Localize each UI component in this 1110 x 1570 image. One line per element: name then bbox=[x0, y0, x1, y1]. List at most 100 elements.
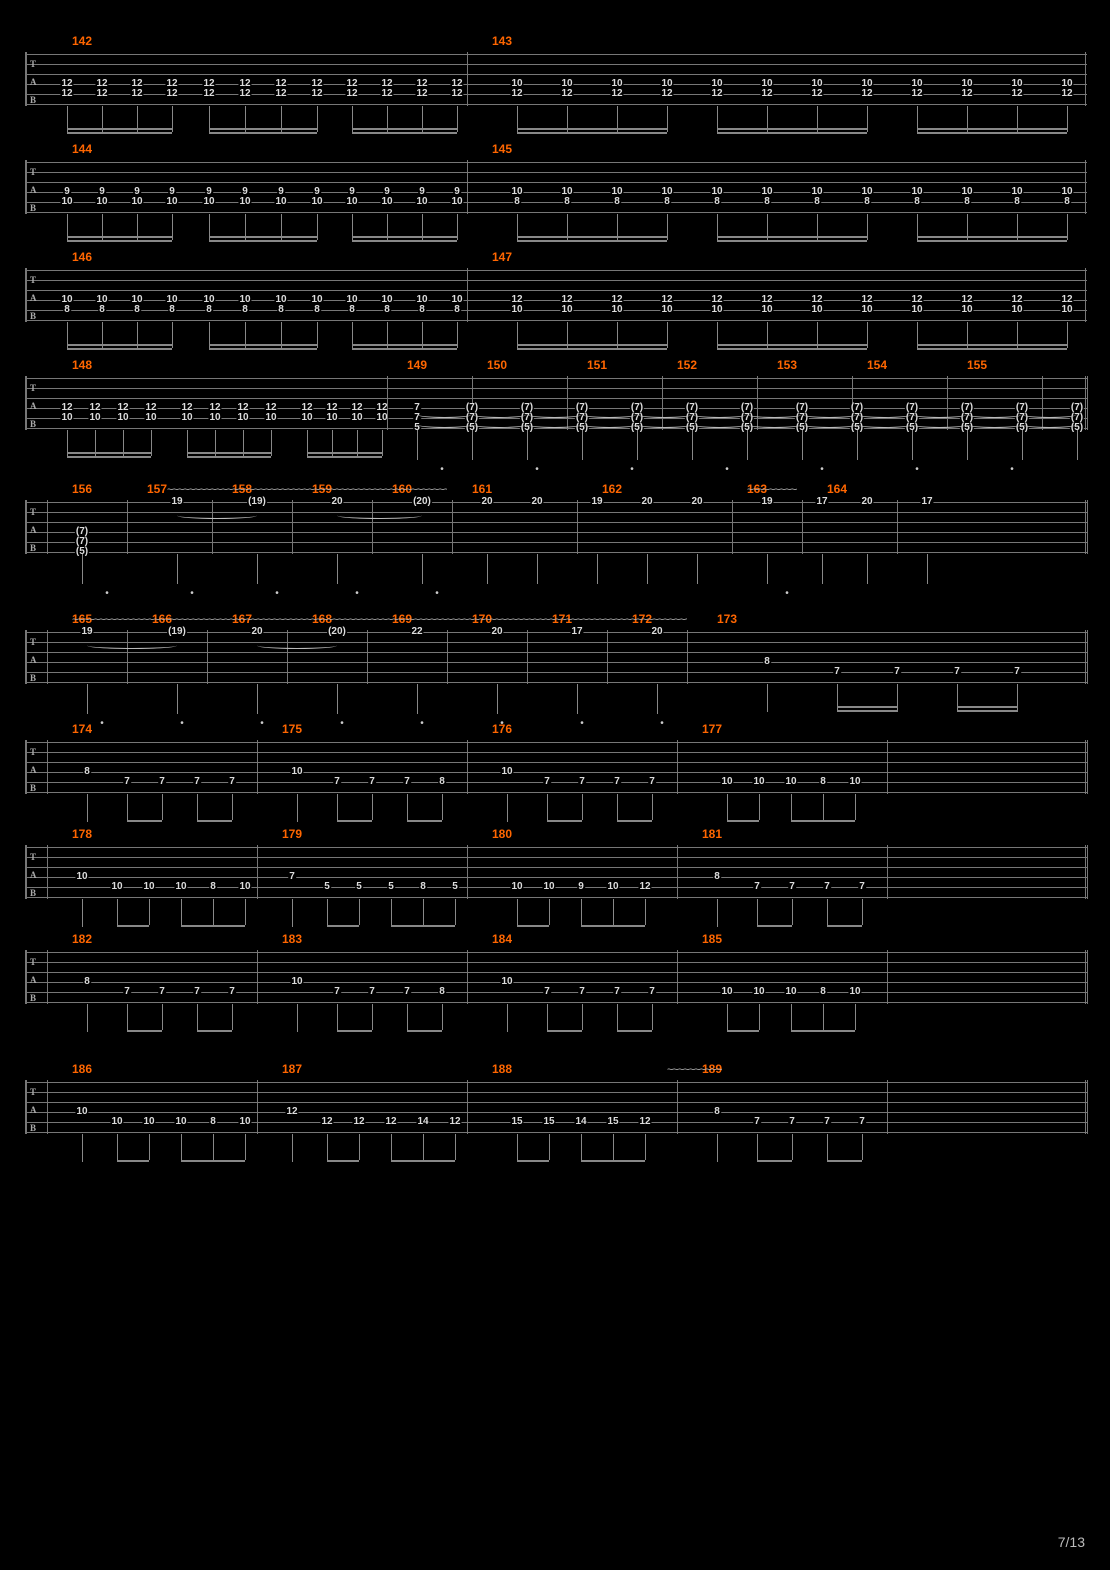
fret-number: 19 bbox=[80, 627, 93, 637]
fret-number: 5 bbox=[451, 882, 459, 892]
measure-number: 162 bbox=[602, 482, 622, 496]
fret-number: 20 bbox=[650, 627, 663, 637]
fret-number: 10 bbox=[1010, 305, 1023, 315]
measure-number: 152 bbox=[677, 358, 697, 372]
fret-number: 8 bbox=[133, 305, 141, 315]
fret-number: 12 bbox=[860, 89, 873, 99]
fret-number: 10 bbox=[202, 197, 215, 207]
fret-number: 7 bbox=[403, 777, 411, 787]
fret-number: 10 bbox=[325, 413, 338, 423]
fret-number: 8 bbox=[83, 767, 91, 777]
measure-number: 149 bbox=[407, 358, 427, 372]
measure-number: 174 bbox=[72, 722, 92, 736]
measure-number: 185 bbox=[702, 932, 722, 946]
fret-number: 19 bbox=[760, 497, 773, 507]
fret-number: 7 bbox=[123, 987, 131, 997]
fret-number: 12 bbox=[320, 1117, 333, 1127]
measure-number: 179 bbox=[282, 827, 302, 841]
fret-number: 10 bbox=[144, 413, 157, 423]
fret-number: 8 bbox=[1063, 197, 1071, 207]
fret-number: 20 bbox=[490, 627, 503, 637]
fret-number: 10 bbox=[660, 305, 673, 315]
fret-number: 8 bbox=[963, 197, 971, 207]
fret-number: 10 bbox=[784, 777, 797, 787]
fret-number: 10 bbox=[848, 987, 861, 997]
measure-number: 146 bbox=[72, 250, 92, 264]
fret-number: 10 bbox=[75, 872, 88, 882]
fret-number: 10 bbox=[142, 1117, 155, 1127]
fret-number: 7 bbox=[613, 987, 621, 997]
fret-number: 10 bbox=[910, 305, 923, 315]
fret-number: 7 bbox=[228, 987, 236, 997]
fret-number: 10 bbox=[238, 197, 251, 207]
fret-number: 10 bbox=[345, 197, 358, 207]
fret-number: 12 bbox=[560, 89, 573, 99]
fret-number: 10 bbox=[784, 987, 797, 997]
measure-number: 188 bbox=[492, 1062, 512, 1076]
measure-number: 180 bbox=[492, 827, 512, 841]
fret-number: 12 bbox=[910, 89, 923, 99]
fret-number: 7 bbox=[753, 882, 761, 892]
fret-number: 8 bbox=[277, 305, 285, 315]
fret-number: 7 bbox=[823, 882, 831, 892]
fret-number: 12 bbox=[960, 89, 973, 99]
fret-number: 8 bbox=[563, 197, 571, 207]
fret-number: 8 bbox=[1013, 197, 1021, 207]
fret-number: 7 bbox=[833, 667, 841, 677]
fret-number: 10 bbox=[752, 987, 765, 997]
fret-number: 7 bbox=[333, 777, 341, 787]
fret-number: 10 bbox=[130, 197, 143, 207]
fret-number: 22 bbox=[410, 627, 423, 637]
tab-staff: TAB16516616716816917017117217319(19)20(2… bbox=[25, 630, 1085, 684]
page-number: 7/13 bbox=[1058, 1534, 1085, 1550]
fret-number: 7 bbox=[953, 667, 961, 677]
fret-number: 8 bbox=[713, 872, 721, 882]
fret-number: 8 bbox=[663, 197, 671, 207]
fret-number: 8 bbox=[713, 1107, 721, 1117]
fret-number: 10 bbox=[415, 197, 428, 207]
measure-number: 144 bbox=[72, 142, 92, 156]
fret-number: 20 bbox=[250, 627, 263, 637]
tab-staff: TAB186187188189~~~~~~~~~~~~~~~~~~~~~~~~~… bbox=[25, 1080, 1085, 1134]
fret-number: 12 bbox=[610, 89, 623, 99]
fret-number: 10 bbox=[960, 305, 973, 315]
fret-number: 10 bbox=[60, 197, 73, 207]
measure-number: 173 bbox=[717, 612, 737, 626]
fret-number: 12 bbox=[165, 89, 178, 99]
fret-number: 12 bbox=[130, 89, 143, 99]
fret-number: 10 bbox=[720, 777, 733, 787]
fret-number: 8 bbox=[913, 197, 921, 207]
fret-number: 12 bbox=[810, 89, 823, 99]
fret-number: 10 bbox=[450, 197, 463, 207]
fret-number: 10 bbox=[236, 413, 249, 423]
fret-number: 10 bbox=[290, 767, 303, 777]
fret-number: 10 bbox=[142, 882, 155, 892]
fret-number: 12 bbox=[415, 89, 428, 99]
fret-number: 8 bbox=[63, 305, 71, 315]
measure-number: 187 bbox=[282, 1062, 302, 1076]
fret-number: 17 bbox=[570, 627, 583, 637]
fret-number: 8 bbox=[513, 197, 521, 207]
fret-number: 12 bbox=[285, 1107, 298, 1117]
fret-number: 5 bbox=[323, 882, 331, 892]
fret-number: 10 bbox=[710, 305, 723, 315]
fret-number: 10 bbox=[500, 977, 513, 987]
fret-number: 7 bbox=[753, 1117, 761, 1127]
fret-number: 10 bbox=[510, 882, 523, 892]
fret-number: 10 bbox=[350, 413, 363, 423]
fret-number: 10 bbox=[208, 413, 221, 423]
fret-number: 10 bbox=[860, 305, 873, 315]
measure-number: 186 bbox=[72, 1062, 92, 1076]
fret-number: 8 bbox=[763, 197, 771, 207]
fret-number: 10 bbox=[760, 305, 773, 315]
fret-number: 10 bbox=[310, 197, 323, 207]
fret-number: 7 bbox=[123, 777, 131, 787]
fret-number: 8 bbox=[763, 657, 771, 667]
fret-number: 20 bbox=[530, 497, 543, 507]
fret-number: 8 bbox=[813, 197, 821, 207]
fret-number: 10 bbox=[752, 777, 765, 787]
fret-number: 12 bbox=[1060, 89, 1073, 99]
fret-number: 8 bbox=[313, 305, 321, 315]
fret-number: 12 bbox=[380, 89, 393, 99]
fret-number: 8 bbox=[348, 305, 356, 315]
